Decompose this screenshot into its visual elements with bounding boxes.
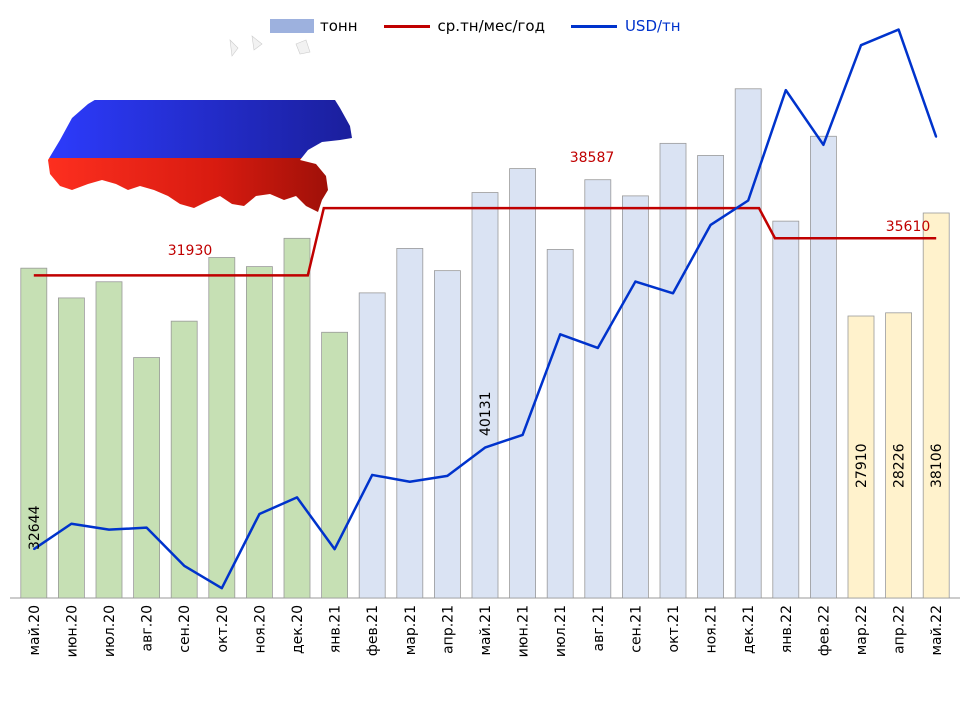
- legend-swatch-usd: [570, 24, 617, 28]
- usd-point-янв.21: [333, 548, 336, 550]
- usd-point-авг.21: [597, 347, 599, 349]
- x-tick-апр.22: апр.22: [892, 605, 908, 654]
- usd-point-май.22: [935, 136, 937, 138]
- x-tick-май.22: май.22: [929, 605, 945, 656]
- bar-дек.21: [734, 88, 762, 599]
- average-label-авг.21: 38587: [570, 150, 615, 166]
- x-tick-янв.22: янв.22: [779, 605, 795, 653]
- legend-label-average: ср.тн/мес/год: [437, 17, 545, 35]
- x-tick-авг.21: авг.21: [591, 605, 607, 651]
- legend: тонн ср.тн/мес/год USD/тн: [270, 14, 707, 38]
- bar-окт.20: [208, 257, 236, 599]
- bar-мар.22: [847, 315, 875, 599]
- usd-point-июл.20: [108, 528, 110, 531]
- usd-point-авг.20: [145, 526, 148, 529]
- usd-point-сен.20: [183, 564, 185, 567]
- x-tick-апр.21: апр.21: [440, 605, 456, 654]
- bar-фев.21: [358, 292, 386, 599]
- bar-янв.21: [321, 331, 349, 599]
- usd-point-апр.21: [446, 475, 449, 477]
- legend-swatch-bar: [270, 19, 314, 33]
- bar-янв.22: [772, 220, 800, 599]
- average-label-апр.22: 35610: [886, 219, 931, 235]
- data-label-май.22: 38106: [929, 443, 945, 488]
- usd-point-окт.21: [672, 292, 674, 295]
- usd-point-янв.22: [785, 89, 787, 91]
- russia-flag-map-image: [48, 35, 352, 212]
- usd-point-мар.21: [409, 480, 411, 483]
- data-label-май.21: 40131: [478, 391, 494, 436]
- x-tick-мар.22: мар.22: [854, 605, 870, 655]
- bar-дек.20: [283, 237, 311, 599]
- bar-фев.22: [810, 135, 837, 599]
- x-tick-июл.21: июл.21: [553, 605, 569, 657]
- bar-авг.20: [133, 357, 161, 599]
- usd-point-апр.22: [897, 28, 900, 31]
- bar-ноя.20: [245, 266, 273, 599]
- legend-item-tonnes: тонн: [270, 17, 358, 35]
- average-line: [33, 206, 937, 277]
- usd-point-окт.20: [221, 587, 223, 590]
- x-tick-сен.20: сен.20: [177, 605, 193, 653]
- x-tick-дек.20: дек.20: [290, 605, 306, 654]
- usd-point-мар.22: [860, 44, 862, 47]
- legend-label-tonnes: тонн: [320, 17, 358, 35]
- bar-май.21: [471, 192, 499, 599]
- legend-item-average: ср.тн/мес/год: [383, 17, 545, 35]
- data-label-май.20: 32644: [27, 505, 43, 550]
- x-tick-дек.21: дек.21: [741, 605, 757, 654]
- x-tick-июл.20: июл.20: [102, 605, 118, 657]
- legend-swatch-average: [383, 24, 430, 28]
- x-tick-авг.20: авг.20: [140, 605, 156, 651]
- usd-point-фев.21: [371, 474, 374, 476]
- x-tick-окт.21: окт.21: [666, 605, 682, 652]
- data-label-мар.22: 27910: [854, 443, 870, 488]
- usd-point-дек.21: [747, 199, 749, 202]
- bar-июн.21: [509, 168, 537, 599]
- usd-point-ноя.20: [258, 513, 261, 515]
- usd-point-май.20: [33, 548, 35, 550]
- x-tick-фев.21: фев.21: [365, 605, 381, 656]
- usd-point-июн.20: [70, 522, 73, 525]
- x-tick-сен.21: сен.21: [628, 605, 644, 653]
- usd-point-ноя.21: [709, 224, 712, 226]
- bar-сен.21: [622, 195, 649, 599]
- usd-point-июл.21: [559, 333, 561, 336]
- bar-мар.21: [396, 248, 424, 599]
- x-tick-ноя.20: ноя.20: [252, 605, 268, 653]
- bar-апр.21: [433, 270, 461, 599]
- usd-point-сен.21: [634, 280, 637, 283]
- x-tick-ноя.21: ноя.21: [704, 605, 720, 653]
- bar-май.22: [922, 212, 950, 599]
- usd-point-дек.20: [296, 496, 298, 499]
- usd-point-июн.21: [521, 434, 524, 436]
- x-tick-май.21: май.21: [478, 605, 494, 656]
- bar-авг.21: [584, 179, 612, 599]
- x-tick-июн.20: июн.20: [64, 605, 80, 657]
- x-tick-июн.21: июн.21: [516, 605, 532, 657]
- usd-point-май.21: [484, 446, 486, 449]
- average-label-сен.20: 31930: [168, 243, 213, 259]
- bar-июн.20: [58, 297, 85, 599]
- x-tick-май.20: май.20: [27, 605, 43, 656]
- x-tick-окт.20: окт.20: [215, 605, 231, 652]
- legend-item-usd: USD/тн: [570, 17, 681, 35]
- x-tick-мар.21: мар.21: [403, 605, 419, 655]
- bar-окт.21: [659, 142, 687, 599]
- bar-июл.21: [546, 249, 574, 599]
- legend-label-usd: USD/тн: [624, 17, 681, 35]
- data-label-апр.22: 28226: [892, 443, 908, 488]
- x-tick-янв.21: янв.21: [328, 605, 344, 653]
- bar-апр.22: [885, 312, 912, 599]
- x-tick-фев.22: фев.22: [816, 605, 832, 656]
- bar-series: [20, 88, 950, 599]
- usd-point-фев.22: [822, 144, 825, 146]
- bar-июл.20: [95, 281, 123, 599]
- bar-ноя.21: [697, 155, 724, 599]
- bar-сен.20: [170, 320, 198, 599]
